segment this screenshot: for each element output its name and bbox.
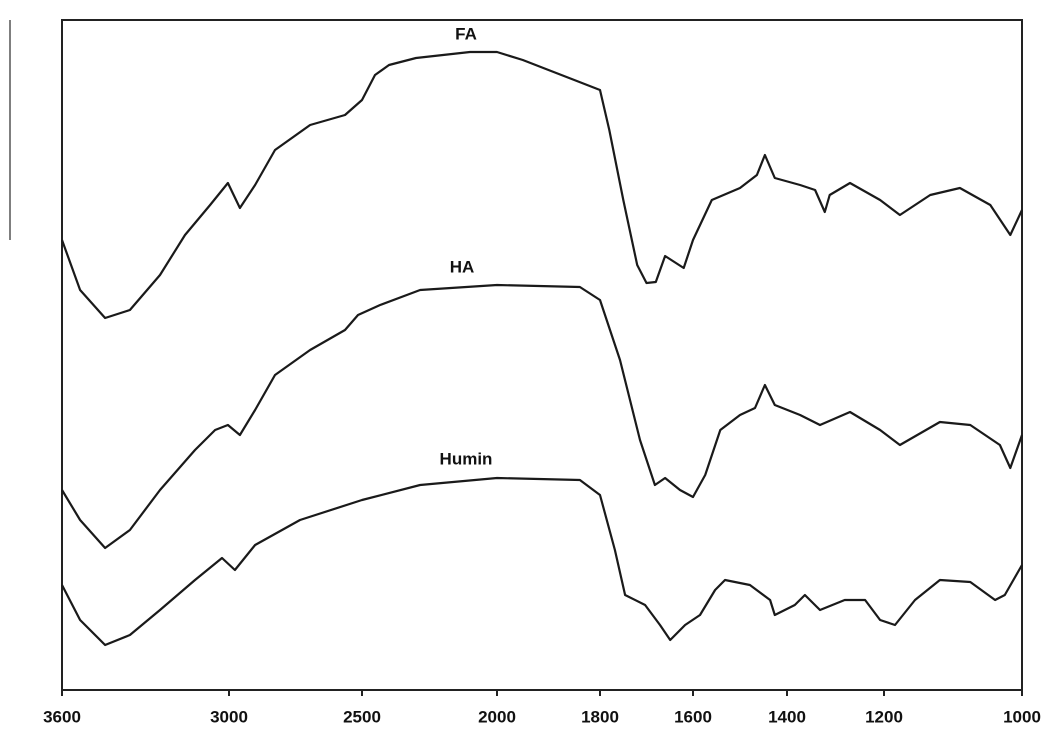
x-tick-label: 1600 <box>674 707 712 726</box>
series-label: HA <box>450 257 475 276</box>
series-label: FA <box>455 24 477 43</box>
spectrum-line <box>60 50 1023 320</box>
series-label: Humin <box>440 449 493 468</box>
plot-frame <box>61 19 1023 691</box>
x-tick-label: 3600 <box>43 707 81 726</box>
x-tick-label: 1800 <box>581 707 619 726</box>
spectrum-line <box>61 476 1023 647</box>
x-tick-label: 1000 <box>1003 707 1041 726</box>
x-tick-label: 1200 <box>865 707 903 726</box>
x-tick-label: 2000 <box>478 707 516 726</box>
x-tick-label: 3000 <box>210 707 248 726</box>
x-tick-label: 1400 <box>768 707 806 726</box>
x-tick-label: 2500 <box>343 707 381 726</box>
spectrum-line <box>61 283 1024 550</box>
